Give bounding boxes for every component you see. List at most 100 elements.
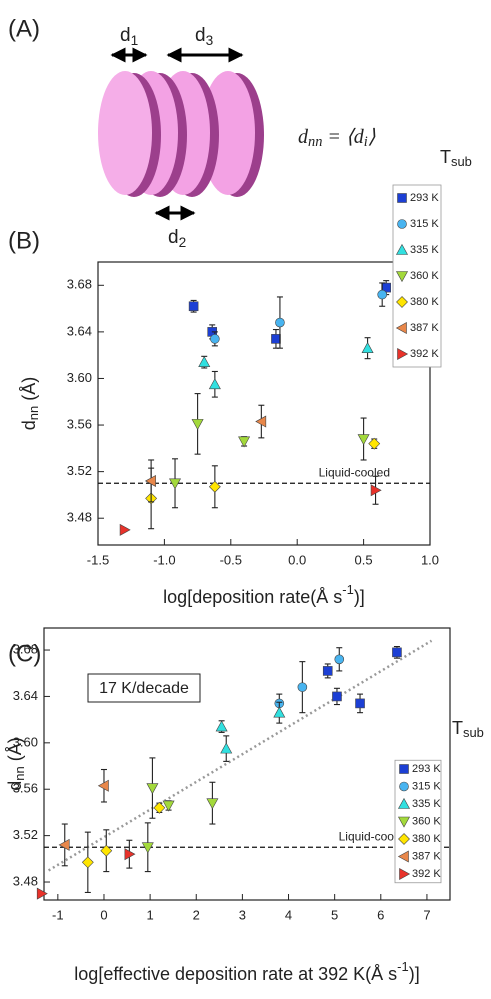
legend-title-part: sub xyxy=(451,154,472,169)
y-tick-label: 3.60 xyxy=(67,370,92,385)
legend-marker xyxy=(397,219,407,229)
y-axis-label-part: (Å) xyxy=(19,377,39,406)
legend-marker xyxy=(399,781,409,792)
x-tick-label: 7 xyxy=(423,907,430,922)
panel-label: (A) xyxy=(8,15,40,42)
marker xyxy=(97,779,109,792)
y-axis-label: dnn (Å) xyxy=(5,737,28,790)
y-tick-label: 3.60 xyxy=(13,734,38,749)
y-tick-label: 3.64 xyxy=(67,323,92,338)
equation-part: = ⟨d xyxy=(322,126,364,148)
marker xyxy=(255,415,267,428)
legend-label: 380 K xyxy=(412,833,441,845)
y-tick-label: 3.52 xyxy=(67,463,92,478)
legend-label: 360 K xyxy=(410,270,439,282)
legend-marker xyxy=(399,867,411,881)
marker xyxy=(191,419,204,431)
legend-title: Tsub xyxy=(452,718,484,741)
y-tick-label: 3.52 xyxy=(13,827,38,842)
legend-label: 380 K xyxy=(410,296,439,308)
marker xyxy=(220,742,233,754)
legend-label: 387 K xyxy=(412,850,441,862)
legend-marker xyxy=(397,193,407,203)
marker xyxy=(271,334,281,344)
marker xyxy=(124,848,136,861)
marker xyxy=(392,647,402,658)
y-axis-label-part: (Å) xyxy=(5,737,25,766)
x-tick-label: -1.0 xyxy=(153,552,175,567)
marker xyxy=(334,654,345,665)
marker xyxy=(100,844,113,857)
legend-title-part: T xyxy=(440,147,451,167)
legend-label: 315 K xyxy=(412,780,441,792)
y-axis-label-part: nn xyxy=(26,406,41,420)
x-axis-label-part: log[effective deposition rate at 392 K(Å… xyxy=(74,964,397,984)
legend-marker xyxy=(397,850,409,863)
x-tick-label: 0.0 xyxy=(288,552,306,567)
y-axis-label: dnn (Å) xyxy=(19,377,42,430)
y-tick-label: 3.64 xyxy=(13,688,38,703)
legend-marker xyxy=(397,347,409,361)
x-tick-label: 4 xyxy=(285,907,292,922)
legend-title: Tsub xyxy=(440,147,472,170)
spacing-label-part: 3 xyxy=(206,33,214,48)
reference-label: Liquid-cooled xyxy=(339,829,410,843)
x-tick-label: -0.5 xyxy=(220,552,242,567)
x-tick-label: 0 xyxy=(100,907,107,922)
equation-part: i xyxy=(364,134,368,150)
plot-frame xyxy=(97,261,431,546)
annotation-box xyxy=(87,673,201,703)
legend-label: 392 K xyxy=(412,868,441,880)
marker xyxy=(208,480,221,493)
spacing-label-part: d xyxy=(168,227,179,248)
marker xyxy=(36,887,48,900)
legend-label: 392 K xyxy=(410,348,439,360)
x-tick-label: 0.5 xyxy=(355,552,373,567)
y-tick-label: 3.48 xyxy=(13,873,38,888)
equation-part: ⟩ xyxy=(368,126,376,148)
y-axis-label-part: d xyxy=(19,420,39,430)
marker xyxy=(297,682,308,692)
legend-marker xyxy=(397,816,411,828)
plot-frame xyxy=(43,627,451,901)
marker xyxy=(141,842,154,854)
marker xyxy=(210,334,220,344)
marker xyxy=(153,801,166,814)
legend-title-part: sub xyxy=(463,725,484,740)
marker xyxy=(208,378,221,390)
x-tick-label: -1 xyxy=(52,907,64,922)
marker xyxy=(81,856,94,869)
spacing-label-part: d xyxy=(195,25,206,46)
y-axis-label-part: d xyxy=(5,781,25,791)
marker xyxy=(146,783,159,795)
y-tick-label: 3.56 xyxy=(13,781,38,796)
x-tick-label: 1.0 xyxy=(421,552,439,567)
legend-marker xyxy=(399,764,409,774)
marker xyxy=(322,666,333,676)
x-axis-label: log[effective deposition rate at 392 K(Å… xyxy=(74,959,419,983)
reference-label: Liquid-cooled xyxy=(319,465,390,479)
legend-marker xyxy=(395,271,409,283)
x-axis-label-part: )] xyxy=(409,964,420,984)
x-tick-label: 6 xyxy=(377,907,384,922)
marker xyxy=(273,706,286,718)
legend-marker xyxy=(396,296,408,308)
legend-title-part: T xyxy=(452,718,463,738)
spacing-label-part: d xyxy=(120,25,131,46)
legend-label: 293 K xyxy=(410,192,439,204)
spacing-label: d1 xyxy=(120,25,138,48)
marker xyxy=(58,838,70,851)
panel-label: (B) xyxy=(8,227,40,254)
spacing-label: d2 xyxy=(168,227,186,250)
marker xyxy=(119,523,131,536)
marker xyxy=(206,798,219,810)
marker xyxy=(238,436,251,448)
marker xyxy=(162,800,175,812)
marker xyxy=(215,720,228,732)
x-axis-label-part: -1 xyxy=(342,582,354,597)
marker xyxy=(377,289,387,300)
marker xyxy=(188,301,199,312)
y-tick-label: 3.68 xyxy=(67,277,92,292)
x-axis-label-part: -1 xyxy=(397,959,409,974)
